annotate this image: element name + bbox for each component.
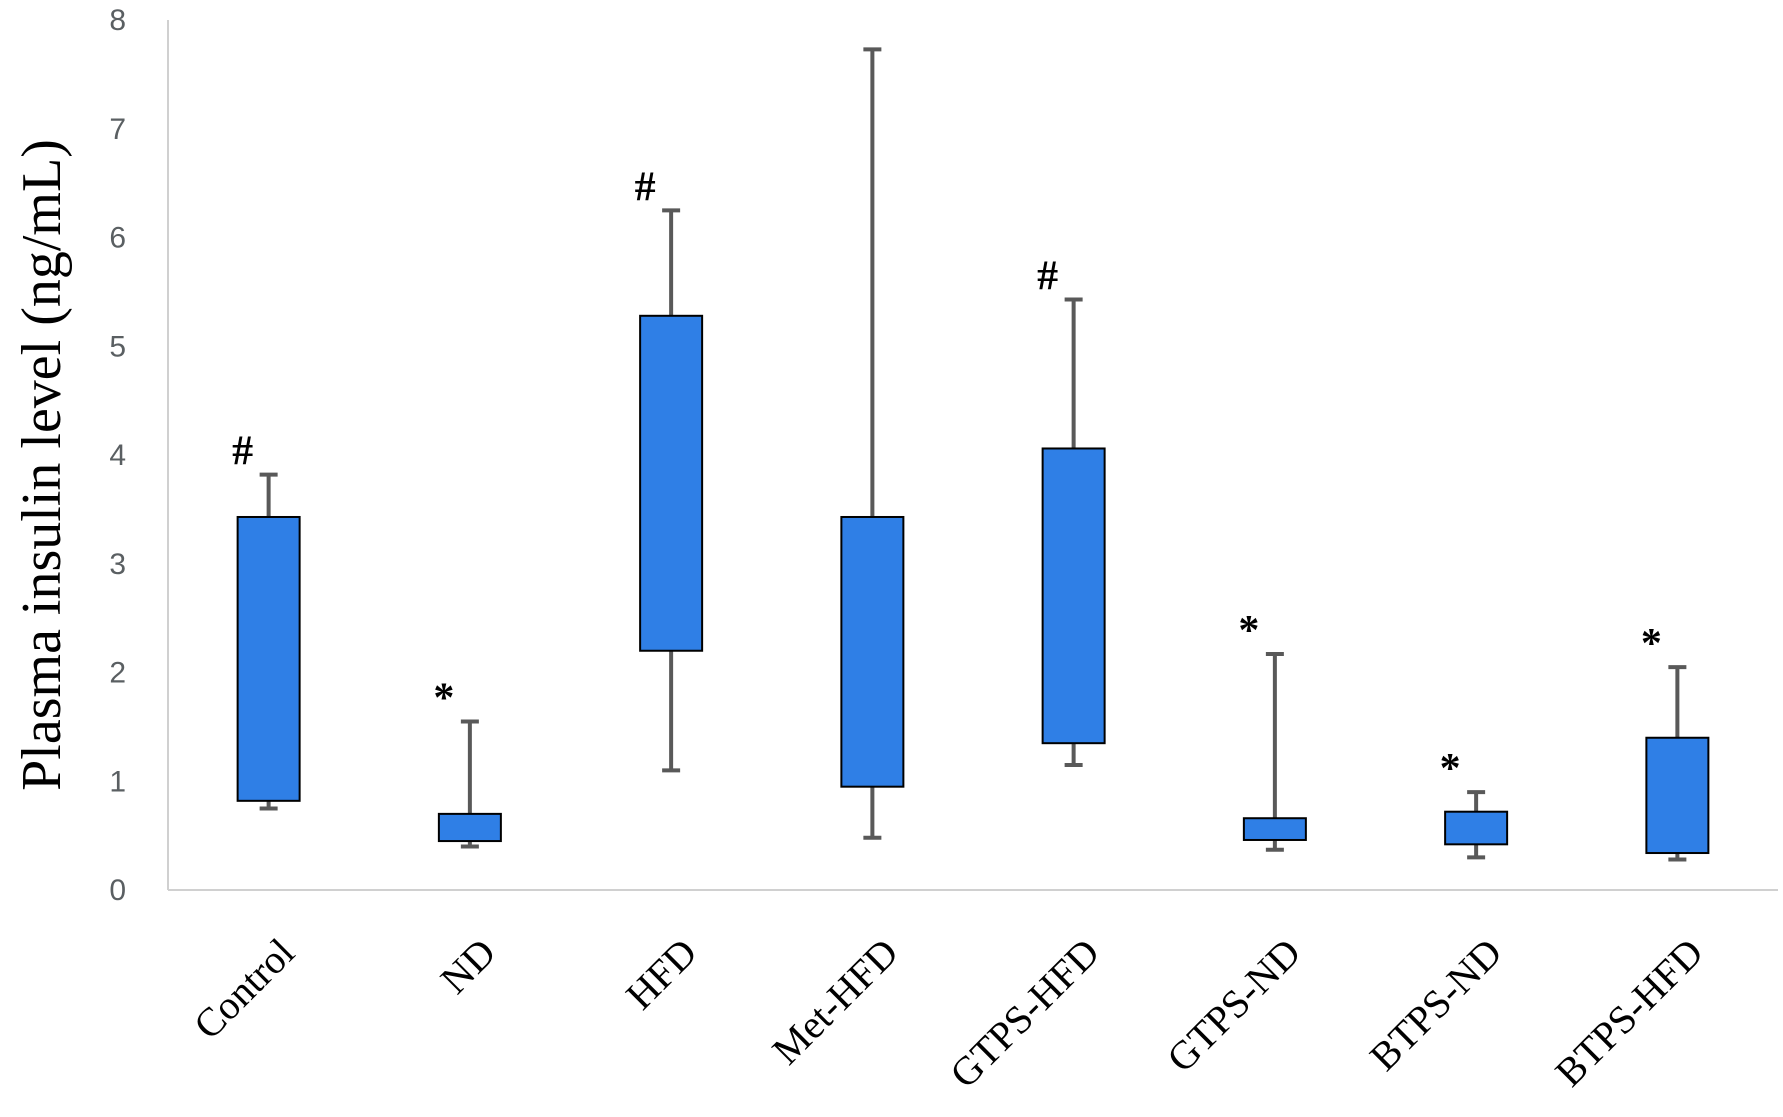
- y-tick-labels: 0 1 2 3 4 5 6 7 8: [109, 4, 126, 907]
- iqr-box: [437, 812, 502, 843]
- y-axis-title: Plasma insulin level (ng/mL): [11, 139, 73, 791]
- iqr-box: [1645, 736, 1710, 855]
- x-category-label: GTPS-ND: [1158, 930, 1309, 1081]
- iqr-box: [1041, 447, 1106, 745]
- iqr-box: [1444, 810, 1509, 846]
- x-category-labels: Control ND HFD Met-HFD GTPS-HFD GTPS-ND BTPS-N…: [185, 930, 1712, 1097]
- y-tick-label: 1: [109, 765, 126, 798]
- x-category-label: Met-HFD: [763, 930, 906, 1073]
- box-btps-nd: *: [1440, 746, 1509, 860]
- significance-marker: *: [1440, 746, 1461, 792]
- box-series: # * # # * * *: [232, 47, 1710, 862]
- x-category-label: HFD: [617, 930, 705, 1018]
- y-tick-label: 5: [109, 330, 126, 363]
- significance-marker: *: [433, 675, 454, 721]
- x-category-label: ND: [432, 930, 505, 1003]
- x-category-label: BTPS-ND: [1361, 930, 1511, 1080]
- y-tick-label: 4: [109, 439, 126, 472]
- significance-marker: #: [635, 164, 656, 210]
- y-tick-label: 6: [109, 222, 126, 255]
- x-category-label: BTPS-HFD: [1546, 930, 1711, 1095]
- significance-marker: *: [1641, 621, 1662, 667]
- box-met-hfd: [840, 47, 905, 840]
- significance-marker: #: [1037, 253, 1058, 299]
- iqr-box: [639, 314, 704, 652]
- x-category-label: Control: [185, 930, 303, 1048]
- significance-marker: *: [1238, 608, 1259, 654]
- iqr-box: [840, 515, 905, 788]
- box-btps-hfd: *: [1641, 621, 1710, 862]
- significance-marker: #: [232, 429, 253, 475]
- iqr-box: [1242, 817, 1307, 841]
- iqr-box: [236, 515, 301, 802]
- box-gtps-hfd: #: [1037, 253, 1106, 767]
- axes: [167, 20, 1778, 891]
- y-tick-label: 0: [109, 874, 126, 907]
- y-tick-label: 7: [109, 113, 126, 146]
- box-control: #: [232, 429, 301, 811]
- y-tick-label: 3: [109, 548, 126, 581]
- box-hfd: #: [635, 164, 704, 773]
- box-gtps-nd: *: [1238, 608, 1307, 852]
- y-tick-label: 2: [109, 657, 126, 690]
- x-category-label: GTPS-HFD: [941, 930, 1108, 1097]
- y-tick-label: 8: [109, 4, 126, 37]
- box-nd: *: [433, 675, 502, 849]
